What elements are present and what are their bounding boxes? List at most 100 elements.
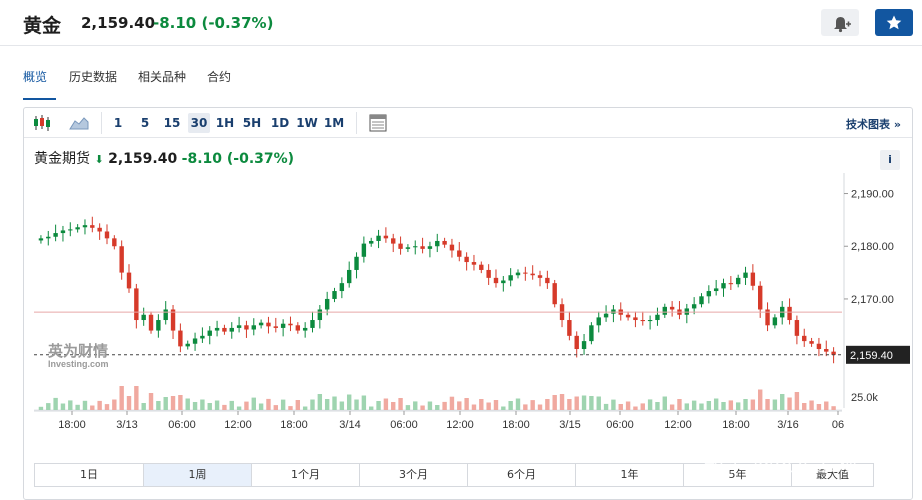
volume-bar xyxy=(60,403,66,410)
chart-toolbar: 1 5 15 30 1H 5H 1D 1W 1M 技术图表 » xyxy=(24,108,912,138)
tab-related[interactable]: 相关品种 xyxy=(138,70,187,84)
candle xyxy=(713,288,719,292)
interval-1d[interactable]: 1D xyxy=(270,116,290,130)
range-5y[interactable]: 5年 xyxy=(728,468,747,481)
volume-bar xyxy=(288,406,293,410)
volume-bar xyxy=(655,402,660,410)
watchlist-button[interactable] xyxy=(875,9,913,36)
candle xyxy=(545,277,550,284)
candle xyxy=(508,275,513,281)
candle xyxy=(750,272,756,286)
volume-bar xyxy=(611,399,616,410)
alert-button[interactable] xyxy=(821,9,859,36)
candle xyxy=(758,285,763,310)
range-1d[interactable]: 1日 xyxy=(80,468,98,481)
volume-bar xyxy=(354,399,359,410)
candle xyxy=(699,296,704,305)
technical-chart-link[interactable]: 技术图表 » xyxy=(846,118,901,131)
volume-bar xyxy=(809,400,814,410)
candlestick-icon[interactable] xyxy=(32,114,52,132)
candle xyxy=(471,262,477,265)
volume-bar xyxy=(581,395,587,410)
volume-bar xyxy=(618,404,623,410)
volume-bar xyxy=(706,401,712,410)
volume-bar xyxy=(302,406,308,410)
range-1m[interactable]: 1个月 xyxy=(291,468,320,481)
volume-bar xyxy=(508,401,513,410)
interval-5h[interactable]: 5H xyxy=(242,116,262,130)
candle xyxy=(126,272,132,289)
x-tick-label: 3/13 xyxy=(116,419,137,431)
volume-bar xyxy=(523,404,528,410)
candle xyxy=(523,272,528,274)
x-tick-label: 18:00 xyxy=(58,419,86,431)
interval-1[interactable]: 1 xyxy=(113,116,123,130)
tab-contracts[interactable]: 合约 xyxy=(207,70,232,84)
candle xyxy=(295,325,301,331)
candle xyxy=(288,323,293,326)
range-1y[interactable]: 1年 xyxy=(620,468,639,481)
range-6m[interactable]: 6个月 xyxy=(507,468,536,481)
candle xyxy=(413,246,418,248)
volume-bar xyxy=(361,395,367,410)
volume-bar xyxy=(383,398,389,410)
x-tick-label: 06:00 xyxy=(390,419,418,431)
candle xyxy=(728,283,734,285)
table-icon[interactable] xyxy=(369,114,387,132)
range-3m[interactable]: 3个月 xyxy=(399,468,428,481)
candle xyxy=(46,236,51,239)
volume-bar xyxy=(244,401,249,410)
volume-bar xyxy=(273,405,278,410)
candle xyxy=(787,306,792,321)
volume-bar xyxy=(530,400,535,410)
volume-bar xyxy=(493,400,499,410)
candle xyxy=(691,304,697,309)
candle xyxy=(200,335,205,339)
candle xyxy=(339,283,345,292)
interval-30[interactable]: 30 xyxy=(188,113,210,133)
volume-bar xyxy=(229,400,234,410)
candle xyxy=(251,325,256,330)
tab-history[interactable]: 历史数据 xyxy=(69,70,118,84)
volume-bar xyxy=(207,403,212,410)
range-1w[interactable]: 1周 xyxy=(144,464,251,486)
tab-overview[interactable]: 概览 xyxy=(23,70,48,84)
candle xyxy=(178,330,183,347)
volume-bar xyxy=(148,393,154,410)
last-price-box xyxy=(846,345,910,364)
volume-bar xyxy=(669,404,675,410)
volume-bar xyxy=(200,399,205,410)
interval-15[interactable]: 15 xyxy=(163,116,181,130)
investing-logo: 英为财情 Investing.com xyxy=(48,342,109,369)
volume-bar xyxy=(545,399,550,410)
range-divider xyxy=(467,464,468,486)
volume-bar xyxy=(75,404,80,410)
candle xyxy=(266,322,271,327)
volume-bar xyxy=(90,405,95,410)
volume-bar xyxy=(691,400,697,410)
interval-1w[interactable]: 1W xyxy=(296,116,318,130)
candle xyxy=(258,322,264,326)
volume-bar xyxy=(758,389,763,410)
volume-bar xyxy=(420,405,425,410)
volume-bar xyxy=(280,399,286,410)
candle xyxy=(280,323,286,328)
volume-bar xyxy=(596,396,601,410)
volume-bar xyxy=(214,400,220,410)
candle xyxy=(185,343,190,347)
range-max[interactable]: 最大值 xyxy=(816,468,849,481)
interval-5[interactable]: 5 xyxy=(140,116,150,130)
candle xyxy=(735,277,741,285)
range-divider xyxy=(791,464,792,486)
info-button[interactable]: i xyxy=(880,150,900,170)
volume-bar xyxy=(471,404,477,410)
candle xyxy=(302,327,308,331)
candle xyxy=(457,250,462,257)
volume-bar xyxy=(442,401,447,410)
x-tick-label: 18:00 xyxy=(722,419,750,431)
volume-bar xyxy=(479,399,484,410)
interval-1h[interactable]: 1H xyxy=(215,116,235,130)
area-chart-icon[interactable] xyxy=(69,115,89,131)
interval-1m[interactable]: 1M xyxy=(323,116,345,130)
x-tick-label: 12:00 xyxy=(446,419,474,431)
